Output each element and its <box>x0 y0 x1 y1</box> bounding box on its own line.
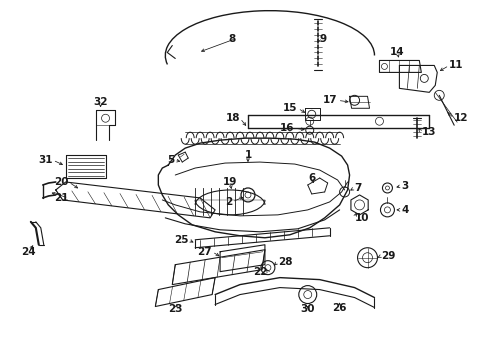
Text: 7: 7 <box>354 183 361 193</box>
Text: 17: 17 <box>323 95 337 105</box>
Text: 12: 12 <box>453 113 468 123</box>
Text: 5: 5 <box>167 155 174 165</box>
Text: 6: 6 <box>307 173 315 183</box>
Text: 31: 31 <box>38 155 53 165</box>
Text: 3: 3 <box>401 181 408 191</box>
Text: 1: 1 <box>244 150 251 160</box>
Text: 28: 28 <box>277 257 292 267</box>
Text: 13: 13 <box>421 127 435 137</box>
Text: 27: 27 <box>197 247 212 257</box>
Text: 20: 20 <box>54 177 68 187</box>
Text: 23: 23 <box>168 305 182 315</box>
Text: 25: 25 <box>173 235 188 245</box>
Text: 14: 14 <box>389 48 404 58</box>
Text: 11: 11 <box>448 60 463 71</box>
Text: 26: 26 <box>332 302 346 312</box>
Text: 22: 22 <box>253 267 267 276</box>
Text: 29: 29 <box>381 251 395 261</box>
Text: 19: 19 <box>223 177 237 187</box>
Text: 30: 30 <box>300 305 314 315</box>
Text: 18: 18 <box>225 113 240 123</box>
Text: 24: 24 <box>21 247 36 257</box>
Text: 21: 21 <box>54 193 68 203</box>
Text: 32: 32 <box>93 97 107 107</box>
Text: 10: 10 <box>354 213 368 223</box>
Text: 8: 8 <box>228 33 236 44</box>
Text: 2: 2 <box>224 197 232 207</box>
Text: 15: 15 <box>283 103 297 113</box>
Text: 9: 9 <box>319 33 326 44</box>
Text: 4: 4 <box>401 205 408 215</box>
Text: 16: 16 <box>280 123 294 133</box>
